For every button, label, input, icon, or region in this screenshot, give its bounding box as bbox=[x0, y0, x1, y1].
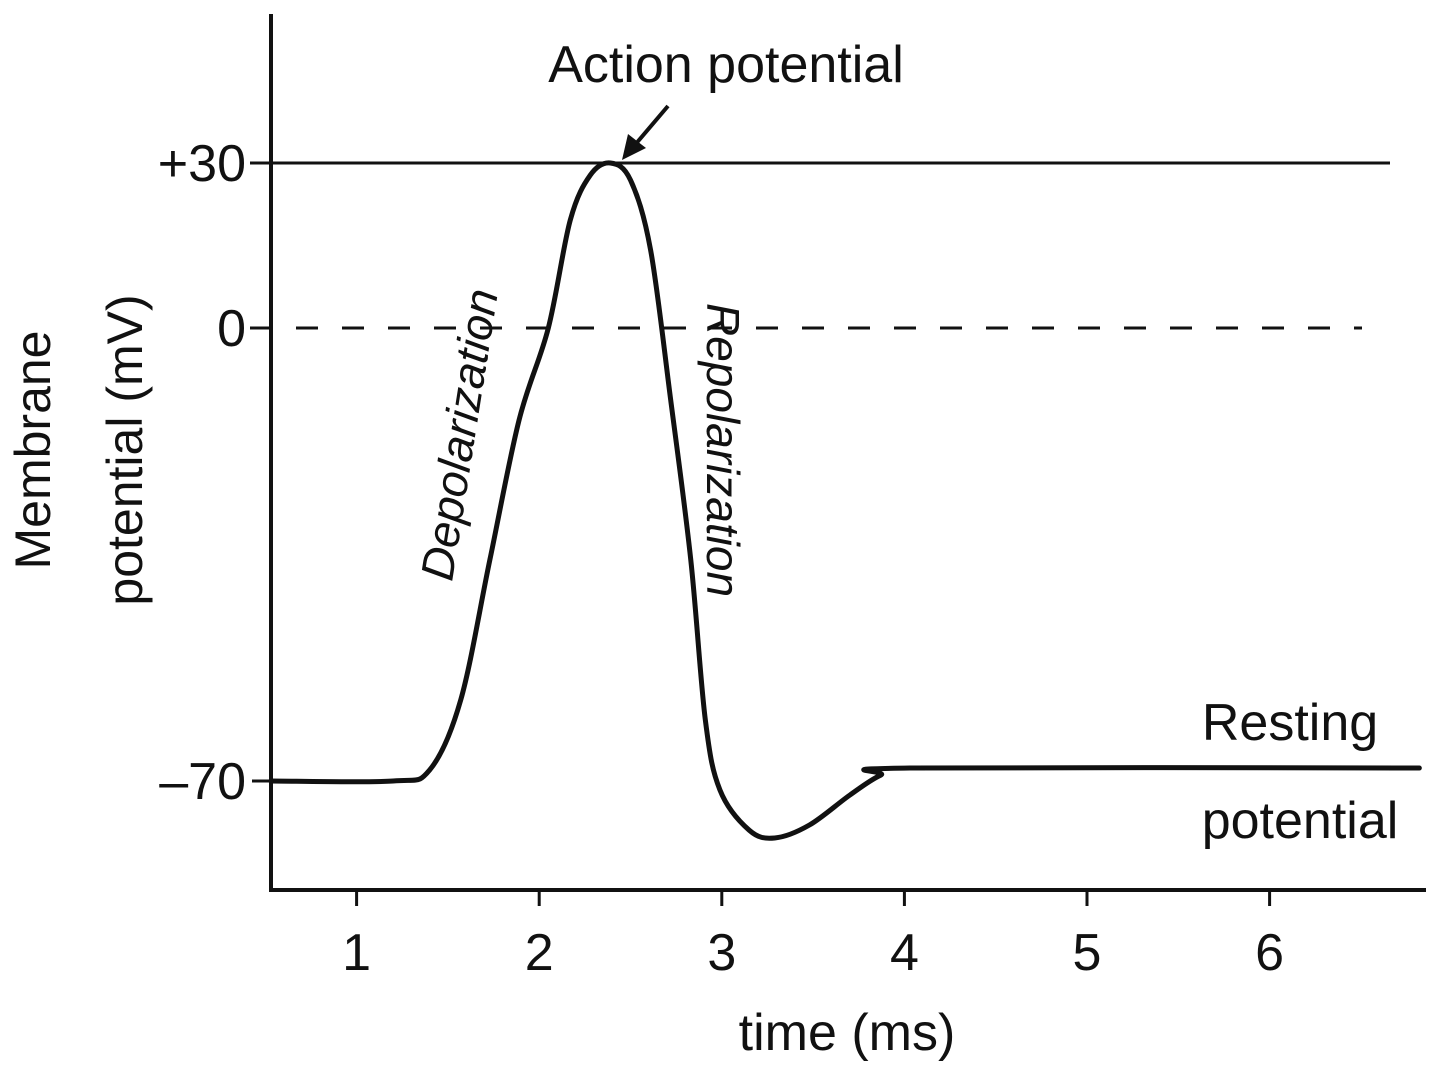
arrow-shaft bbox=[632, 104, 670, 148]
annotation-repolarization: Repolarization bbox=[697, 303, 749, 597]
y-axis-label-line1: Membrane bbox=[5, 331, 61, 570]
x-tick-label: 6 bbox=[1255, 924, 1284, 982]
y-tick-label: –70 bbox=[159, 753, 246, 811]
x-tick-label: 1 bbox=[342, 924, 371, 982]
annotation-resting-potential: potential bbox=[1202, 792, 1399, 850]
y-tick-label: +30 bbox=[158, 135, 246, 193]
y-tick-label: 0 bbox=[217, 300, 246, 358]
x-tick-label: 4 bbox=[890, 924, 919, 982]
annotation-resting: Resting bbox=[1202, 694, 1378, 752]
membrane-potential-curve bbox=[268, 160, 1422, 841]
y-axis-label-line2: potential (mV) bbox=[97, 294, 153, 605]
arrow-head-icon bbox=[622, 134, 646, 160]
annotation-action-potential: Action potential bbox=[548, 36, 904, 94]
x-tick-label: 5 bbox=[1073, 924, 1102, 982]
x-tick-label: 2 bbox=[525, 924, 554, 982]
x-tick-label: 3 bbox=[707, 924, 736, 982]
x-axis-label: time (ms) bbox=[739, 1004, 956, 1062]
